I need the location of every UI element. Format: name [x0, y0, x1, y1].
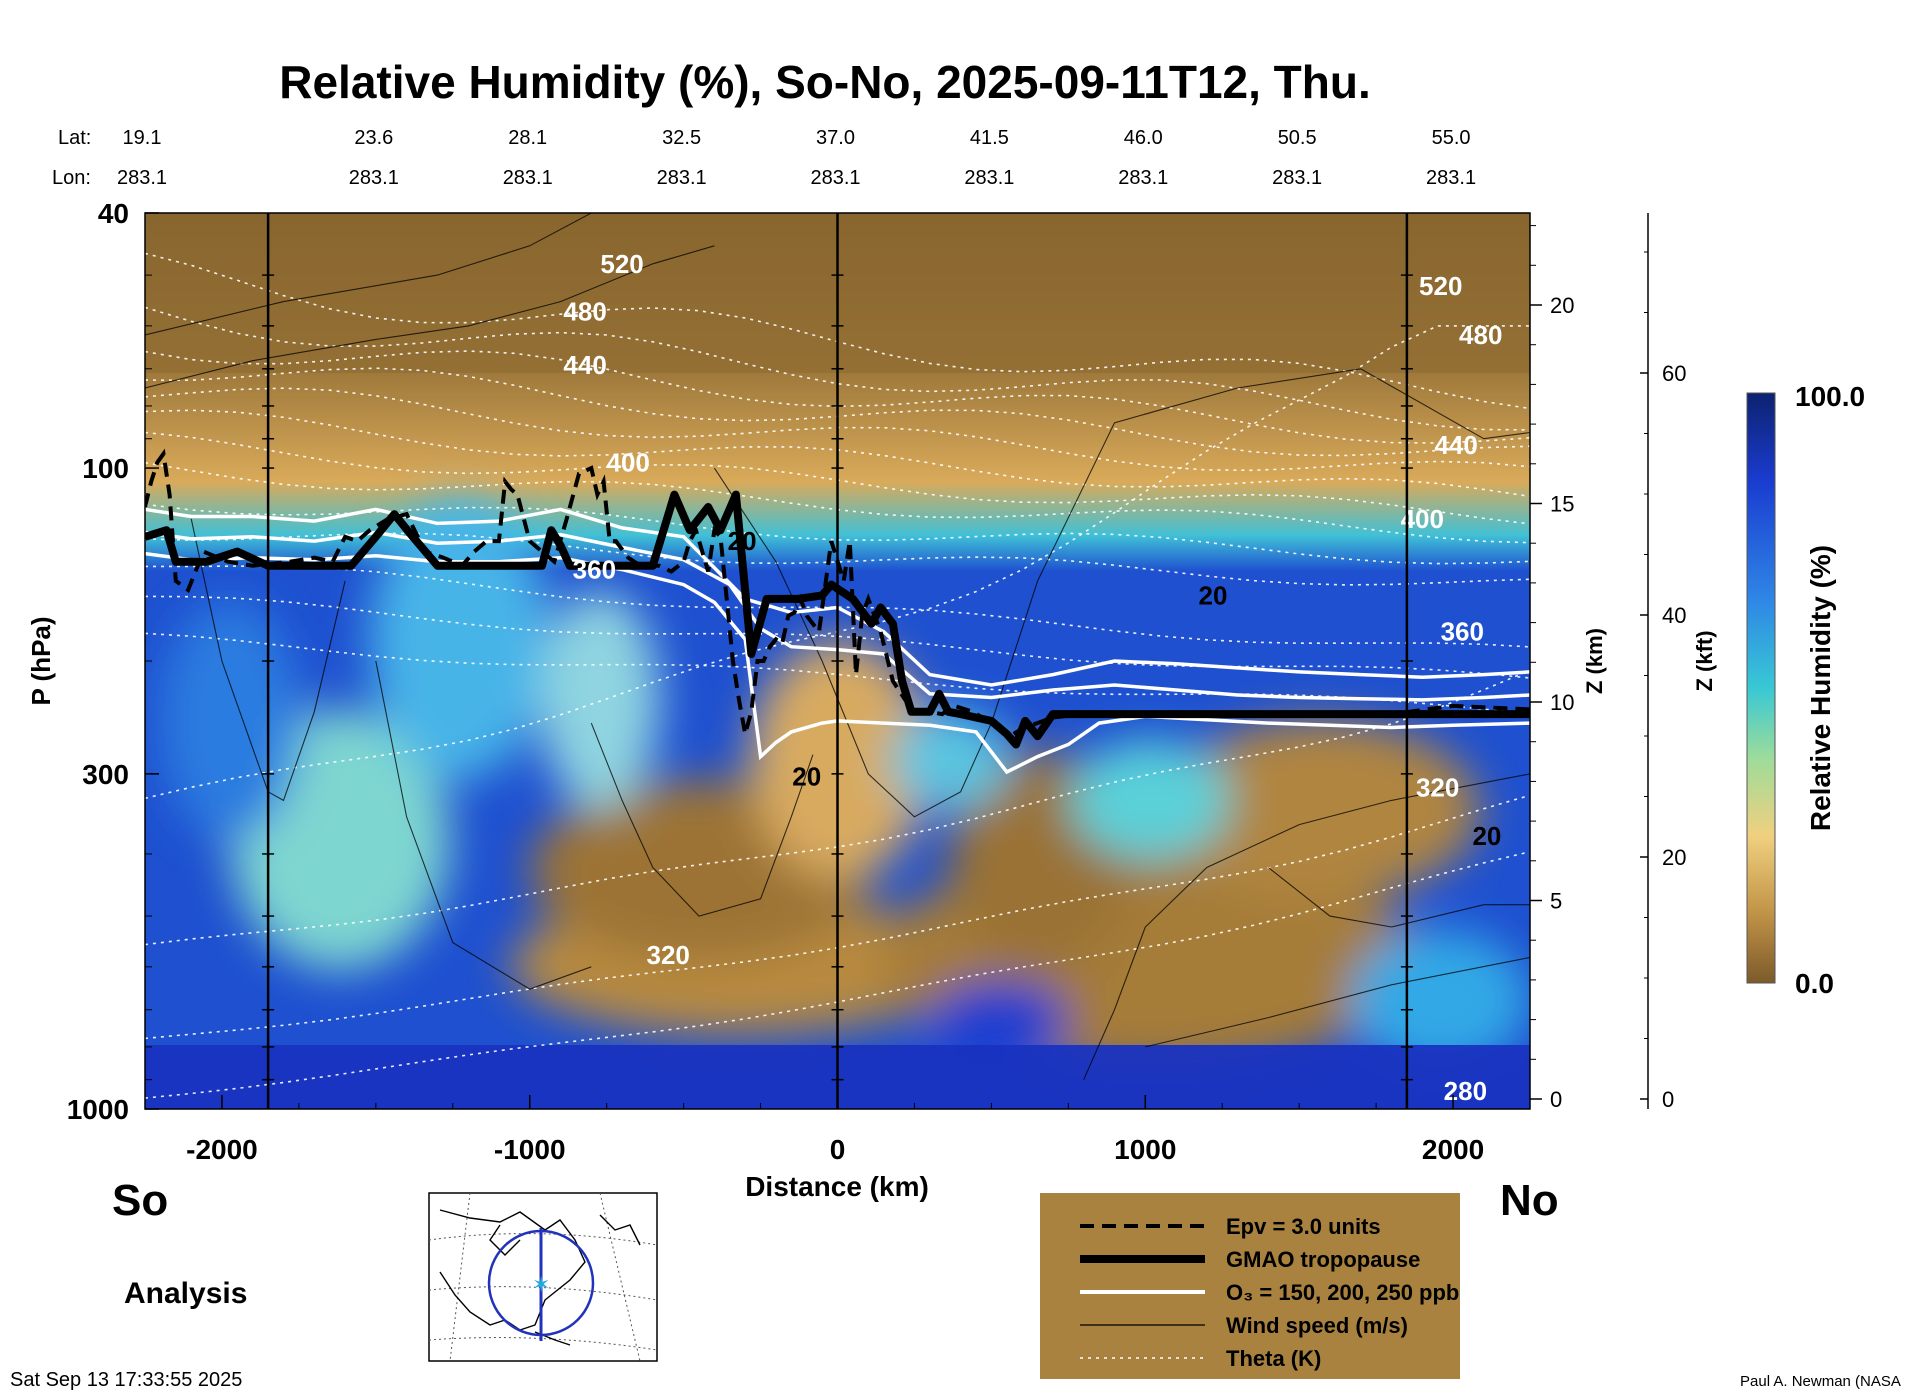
zkft-tick-label: 60 — [1662, 361, 1686, 386]
theta-label: 360 — [1441, 617, 1484, 647]
station-lon: 283.1 — [503, 167, 553, 189]
wind-speed-contour — [375, 660, 592, 990]
inset-map: ✶ — [428, 1192, 658, 1362]
x-tick-label: 0 — [830, 1134, 846, 1165]
wind-speed-contour — [145, 213, 592, 336]
theta-label: 440 — [563, 350, 606, 380]
timestamp: Sat Sep 13 17:33:55 2025 — [10, 1369, 242, 1391]
station-lat: 19.1 — [123, 127, 162, 149]
x-axis-label: Distance (km) — [745, 1171, 929, 1202]
theta-contour — [145, 850, 1530, 1099]
zkft-tick-label: 20 — [1662, 845, 1686, 870]
tropopause-line — [145, 490, 1530, 749]
zkm-tick-label: 15 — [1550, 492, 1574, 517]
x-tick-label: -2000 — [186, 1134, 258, 1165]
station-lat: 37.0 — [816, 127, 855, 149]
theta-label: 320 — [1416, 772, 1459, 802]
north-label: No — [1500, 1176, 1559, 1225]
station-lat: 23.6 — [354, 127, 393, 149]
y-tick-label: 1000 — [67, 1094, 129, 1125]
inset-coastline — [439, 1209, 641, 1346]
wind-label: 20 — [1199, 580, 1228, 610]
x-tick-label: -1000 — [494, 1134, 566, 1165]
theta-label: 520 — [600, 249, 643, 279]
analysis-label: Analysis — [124, 1277, 247, 1310]
zkm-tick-label: 5 — [1550, 889, 1562, 914]
zkft-tick-label: 40 — [1662, 603, 1686, 628]
south-label: So — [112, 1176, 168, 1225]
wind-speed-contour — [1083, 773, 1530, 1080]
theta-contour — [145, 669, 1530, 946]
colorbar — [1746, 392, 1776, 984]
wind-label: 20 — [792, 762, 821, 792]
zkm-axis-label: Z (km) — [1582, 628, 1607, 694]
colorbar-max: 100.0 — [1795, 381, 1865, 412]
lon-label: Lon: — [52, 167, 91, 189]
wind-speed-contour — [1268, 867, 1530, 928]
y-tick-label: 40 — [98, 198, 129, 229]
lat-label: Lat: — [58, 127, 91, 149]
theta-label: 440 — [1434, 430, 1477, 460]
zkft-axis-label: Z (kft) — [1692, 630, 1717, 691]
ozone-contour — [145, 530, 1530, 702]
station-labels: 19.1 283.1 23.6 283.1 28.1 283.1 32.5 283.1 37.0… — [117, 127, 1476, 189]
station-lon: 283.1 — [349, 167, 399, 189]
station-lon: 283.1 — [657, 167, 707, 189]
station-lat: 28.1 — [508, 127, 547, 149]
chart-title: Relative Humidity (%), So-No, 2025-09-11… — [279, 56, 1371, 108]
station-lon: 283.1 — [117, 167, 167, 189]
station-lon: 283.1 — [964, 167, 1014, 189]
zkm-tick-label: 20 — [1550, 293, 1574, 318]
station-lon: 283.1 — [810, 167, 860, 189]
x-tick-label: 2000 — [1422, 1134, 1484, 1165]
legend-label: Epv = 3.0 units — [1226, 1214, 1381, 1239]
wind-speed-contour — [1145, 956, 1530, 1048]
wind-speed-contour — [145, 245, 715, 389]
station-lon: 283.1 — [1426, 167, 1476, 189]
colorbar-label: Relative Humidity (%) — [1805, 545, 1836, 831]
wind-speed-contour — [190, 518, 346, 802]
zkm-tick-label: 10 — [1550, 690, 1574, 715]
credit: Paul A. Newman (NASA — [1740, 1373, 1901, 1390]
station-lat: 41.5 — [970, 127, 1009, 149]
wind-label: 20 — [728, 526, 757, 556]
station-lon: 283.1 — [1272, 167, 1322, 189]
inset-center-marker: ✶ — [532, 1272, 550, 1297]
zkm-tick-label: 0 — [1550, 1087, 1562, 1112]
x-tick-label: 1000 — [1114, 1134, 1176, 1165]
legend-label: Theta (K) — [1226, 1346, 1321, 1371]
legend-label: GMAO tropopause — [1226, 1247, 1420, 1272]
wind-label: 20 — [1472, 821, 1501, 851]
theta-label: 400 — [607, 447, 650, 477]
y-axis-label: P (hPa) — [26, 616, 56, 705]
wind-speed-contour — [590, 722, 814, 917]
legend-label: O₃ = 150, 200, 250 ppb — [1226, 1280, 1459, 1305]
station-lat: 50.5 — [1278, 127, 1317, 149]
theta-label: 480 — [1459, 320, 1502, 350]
theta-label: 280 — [1444, 1076, 1487, 1106]
theta-label: 360 — [573, 555, 616, 585]
y-tick-label: 100 — [82, 453, 129, 484]
legend-label: Wind speed (m/s) — [1226, 1313, 1408, 1338]
theta-label: 320 — [647, 940, 690, 970]
station-lat: 55.0 — [1432, 127, 1471, 149]
station-lat: 32.5 — [662, 127, 701, 149]
theta-label: 480 — [563, 297, 606, 327]
theta-label: 520 — [1419, 271, 1462, 301]
y-tick-label: 300 — [82, 759, 129, 790]
zkft-tick-label: 0 — [1662, 1087, 1674, 1112]
legend: Epv = 3.0 units GMAO tropopause O₃ = 150, … — [1040, 1193, 1460, 1379]
station-lat: 46.0 — [1124, 127, 1163, 149]
station-lon: 283.1 — [1118, 167, 1168, 189]
colorbar-min: 0.0 — [1795, 968, 1834, 999]
